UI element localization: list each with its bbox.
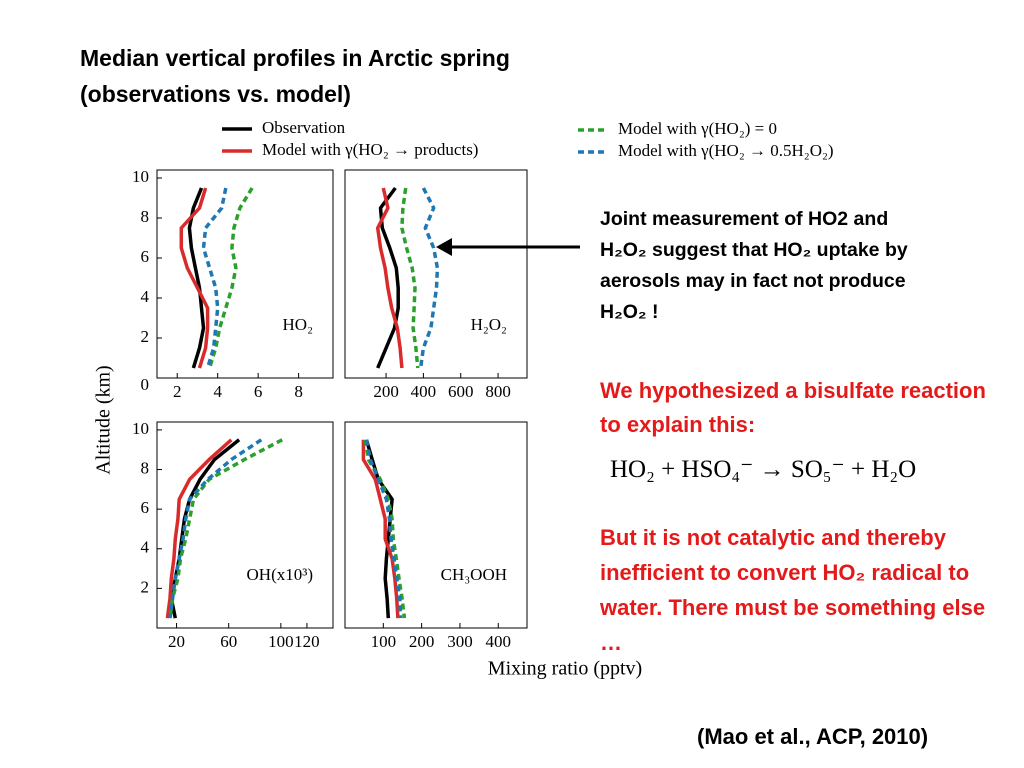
x-tick-label: 60: [220, 632, 237, 651]
legend-label: Observation: [262, 118, 346, 137]
conclusion: But it is not catalytic and thereby inef…: [600, 525, 986, 655]
x-tick-label: 6: [254, 382, 263, 401]
profile-line: [361, 439, 400, 619]
y-tick-label: 8: [141, 207, 150, 226]
x-tick-label: 400: [411, 382, 437, 401]
note: Joint measurement of HO2 and H₂O₂ sugges…: [600, 208, 908, 323]
legend-label: Model with γ(HO₂ → products): [262, 140, 478, 159]
profile-line: [364, 439, 403, 619]
profile-line: [165, 438, 233, 619]
y-tick-label: 0: [141, 375, 150, 394]
x-axis-title: Mixing ratio (pptv): [488, 658, 642, 680]
profile-line: [400, 187, 420, 369]
panel-label: HO₂: [283, 315, 313, 334]
citation: (Mao et al., ACP, 2010): [697, 724, 929, 749]
arrow-head: [436, 238, 452, 256]
x-tick-label: 300: [447, 632, 473, 651]
y-tick-label: 4: [141, 538, 150, 557]
plot-frame: [156, 421, 334, 629]
profile-line: [375, 187, 404, 369]
x-tick-label: 400: [486, 632, 512, 651]
y-axis-title: Altitude (km): [93, 365, 115, 474]
x-tick-label: 800: [485, 382, 511, 401]
x-tick-label: 100: [268, 632, 294, 651]
x-tick-label: 120: [294, 632, 320, 651]
x-tick-label: 4: [213, 382, 222, 401]
plot-frame: [344, 169, 528, 379]
plot-frame: [344, 421, 528, 629]
panel-label: OH(x10³): [247, 565, 313, 584]
legend-label: Model with γ(HO₂) = 0: [618, 119, 777, 138]
x-tick-label: 8: [294, 382, 303, 401]
y-tick-label: 6: [141, 247, 150, 266]
x-tick-label: 100: [371, 632, 397, 651]
x-tick-label: 200: [373, 382, 399, 401]
slide-title: Median vertical profiles in Arctic sprin…: [80, 40, 510, 112]
y-tick-label: 6: [141, 498, 150, 517]
profile-line: [201, 187, 228, 369]
legend-label: Model with γ(HO₂ → 0.5H₂O₂): [618, 141, 834, 160]
y-tick-label: 2: [141, 577, 150, 596]
profile-line: [168, 438, 284, 619]
x-tick-label: 20: [168, 632, 185, 651]
x-tick-label: 2: [173, 382, 182, 401]
y-tick-label: 10: [132, 419, 149, 438]
y-tick-label: 2: [141, 327, 150, 346]
profile-line: [169, 438, 241, 619]
profile-line: [418, 187, 440, 369]
y-tick-label: 10: [132, 167, 149, 186]
title-line: (observations vs. model): [80, 81, 351, 107]
panel-label: H₂O₂: [471, 315, 507, 334]
plot-frame: [156, 169, 334, 379]
profile-line: [168, 438, 263, 619]
panel-label: CH₃OOH: [441, 565, 507, 584]
profile-line: [364, 439, 394, 619]
title-line: Median vertical profiles in Arctic sprin…: [80, 45, 510, 71]
x-tick-label: 200: [409, 632, 435, 651]
hypothesis: We hypothesized a bisulfate reaction to …: [600, 378, 986, 437]
profile-line: [207, 187, 254, 369]
x-tick-label: 600: [448, 382, 474, 401]
y-tick-label: 8: [141, 458, 150, 477]
equation: HO₂ + HSO₄⁻ → SO₅⁻ + H₂O: [610, 456, 917, 483]
profile-line: [179, 187, 210, 369]
y-tick-label: 4: [141, 287, 150, 306]
